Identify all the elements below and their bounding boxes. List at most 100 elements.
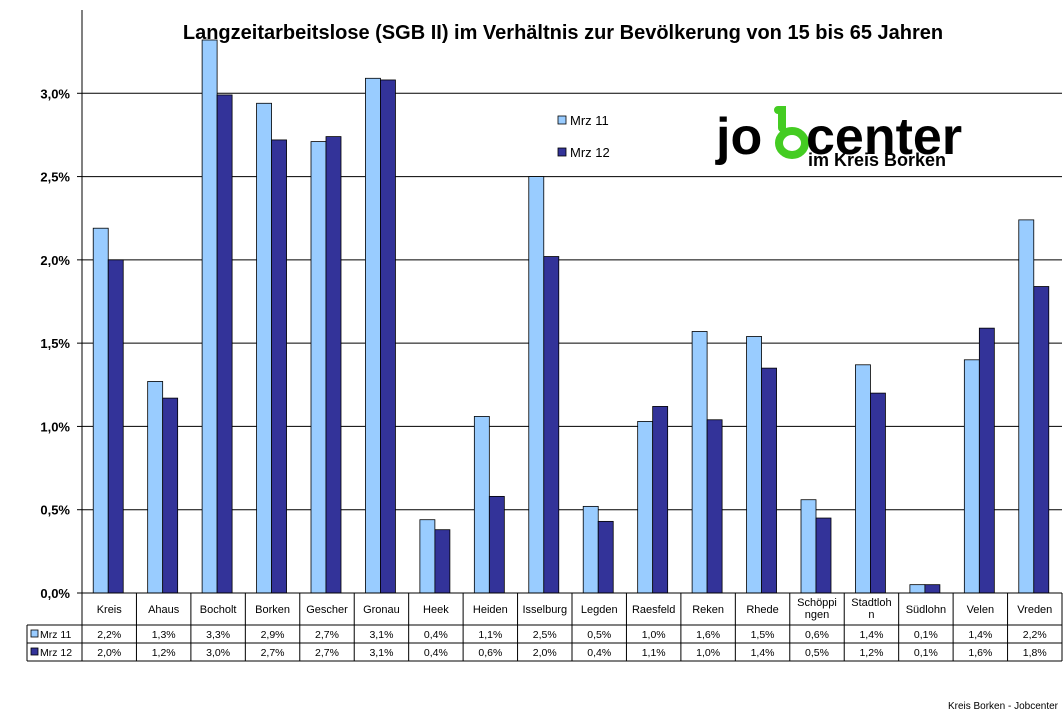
x-category-label: Bocholt xyxy=(200,604,237,616)
logo-center: center xyxy=(806,108,962,166)
bar-mrz12 xyxy=(271,139,287,594)
table-value: 2,7% xyxy=(315,647,339,659)
table-value: 1,2% xyxy=(859,647,883,659)
table-value: 2,7% xyxy=(315,629,339,641)
legend-swatch-mrz12 xyxy=(557,147,567,157)
table-value: 1,3% xyxy=(152,629,176,641)
x-category-label: Isselburg xyxy=(522,604,567,616)
x-category-label: Heek xyxy=(423,604,449,616)
logo-subtitle: im Kreis Borken xyxy=(808,150,946,170)
table-value: 3,1% xyxy=(369,629,393,641)
x-category-label: n xyxy=(868,609,874,621)
table-value: 3,1% xyxy=(369,647,393,659)
x-category-label: Vreden xyxy=(1017,604,1052,616)
legend-swatch-mrz11 xyxy=(557,115,567,125)
x-category-label: Heiden xyxy=(473,604,508,616)
bar-mrz11 xyxy=(473,416,490,594)
y-tick-label: 0,5% xyxy=(40,503,70,518)
bar-mrz12 xyxy=(706,419,723,594)
bars xyxy=(92,39,1050,594)
bar-mrz11 xyxy=(310,141,327,594)
chart-title: Langzeitarbeitslose (SGB II) im Verhältn… xyxy=(183,22,943,44)
table-value: 2,7% xyxy=(261,647,285,659)
table-value: 0,6% xyxy=(478,647,502,659)
table-value: 1,1% xyxy=(478,629,502,641)
bar-mrz12 xyxy=(978,327,995,594)
x-category-label: Südlohn xyxy=(906,604,946,616)
bar-mrz11 xyxy=(1018,219,1035,594)
bar-mrz11 xyxy=(528,176,545,594)
bar-mrz12 xyxy=(380,79,396,594)
table-value: 1,4% xyxy=(751,647,775,659)
table-value: 3,0% xyxy=(206,647,230,659)
bar-mrz12 xyxy=(543,256,560,594)
bar-mrz12 xyxy=(216,94,233,594)
x-category-label: Borken xyxy=(255,604,290,616)
bar-mrz11 xyxy=(746,336,762,594)
table-value: 2,0% xyxy=(97,647,121,659)
table-value: 1,6% xyxy=(696,629,720,641)
gridlines xyxy=(82,92,1062,511)
table-value: 3,3% xyxy=(206,629,230,641)
bar-mrz11 xyxy=(419,519,436,594)
table-value: 0,1% xyxy=(914,647,938,659)
y-tick-label: 1,0% xyxy=(40,419,70,434)
bar-mrz12 xyxy=(924,584,941,594)
bar-mrz12 xyxy=(870,392,886,594)
bar-mrz12 xyxy=(652,406,669,594)
bar-mrz12 xyxy=(815,517,832,594)
footer-source: Kreis Borken - Jobcenter xyxy=(948,701,1059,712)
data-table: Kreis 2,2% 2,0% Ahaus 1,3% 1,2% Bocholt 3,3% 3,0… xyxy=(26,592,1063,662)
legend: Mrz 11 Mrz 12 xyxy=(557,113,610,160)
x-category-label: Schöppi xyxy=(797,597,837,609)
y-tick-label: 3,0% xyxy=(40,86,70,101)
table-value: 2,0% xyxy=(533,647,557,659)
table-value: 2,9% xyxy=(261,629,285,641)
table-legend-key xyxy=(30,647,39,656)
bar-mrz12 xyxy=(162,397,179,594)
table-value: 0,5% xyxy=(805,647,829,659)
table-value: 2,5% xyxy=(533,629,557,641)
bar-mrz12 xyxy=(325,136,342,594)
x-category-label: ngen xyxy=(805,609,829,621)
bar-mrz11 xyxy=(92,227,109,594)
table-value: 2,2% xyxy=(1023,629,1047,641)
bar-mrz11 xyxy=(201,39,218,594)
x-category-label: Rhede xyxy=(746,604,778,616)
table-legend-key xyxy=(30,629,39,638)
table-series-name: Mrz 12 xyxy=(40,647,72,659)
x-category-label: Velen xyxy=(967,604,995,616)
table-value: 0,5% xyxy=(587,629,611,641)
x-category-label: Gescher xyxy=(306,604,348,616)
logo-jo: jo xyxy=(715,108,762,166)
bar-mrz11 xyxy=(963,359,980,594)
table-value: 1,1% xyxy=(642,647,666,659)
bar-mrz12 xyxy=(761,367,777,594)
table-value: 1,0% xyxy=(696,647,720,659)
table-value: 1,6% xyxy=(968,647,992,659)
bar-mrz11 xyxy=(147,381,164,594)
y-tick-label: 2,0% xyxy=(40,253,70,268)
jobcenter-logo: jo center im Kreis Borken xyxy=(715,106,962,170)
x-category-label: Ahaus xyxy=(148,604,180,616)
bar-mrz11 xyxy=(365,77,381,594)
table-value: 1,4% xyxy=(968,629,992,641)
table-value: 0,4% xyxy=(587,647,611,659)
bar-mrz11 xyxy=(637,421,654,594)
bar-mrz11 xyxy=(691,331,708,594)
table-value: 1,0% xyxy=(642,629,666,641)
table-value: 0,1% xyxy=(914,629,938,641)
bar-mrz11 xyxy=(256,102,272,594)
bar-mrz11 xyxy=(582,505,599,594)
bar-mrz11 xyxy=(909,584,926,594)
legend-label-mrz11: Mrz 11 xyxy=(570,113,609,128)
x-category-label: Raesfeld xyxy=(632,604,675,616)
table-value: 1,2% xyxy=(152,647,176,659)
x-category-label: Stadtloh xyxy=(851,597,891,609)
table-value: 1,5% xyxy=(751,629,775,641)
legend-label-mrz12: Mrz 12 xyxy=(570,145,610,160)
bar-mrz12 xyxy=(434,529,451,594)
bar-mrz11 xyxy=(855,364,871,594)
bar-mrz12 xyxy=(107,259,124,594)
